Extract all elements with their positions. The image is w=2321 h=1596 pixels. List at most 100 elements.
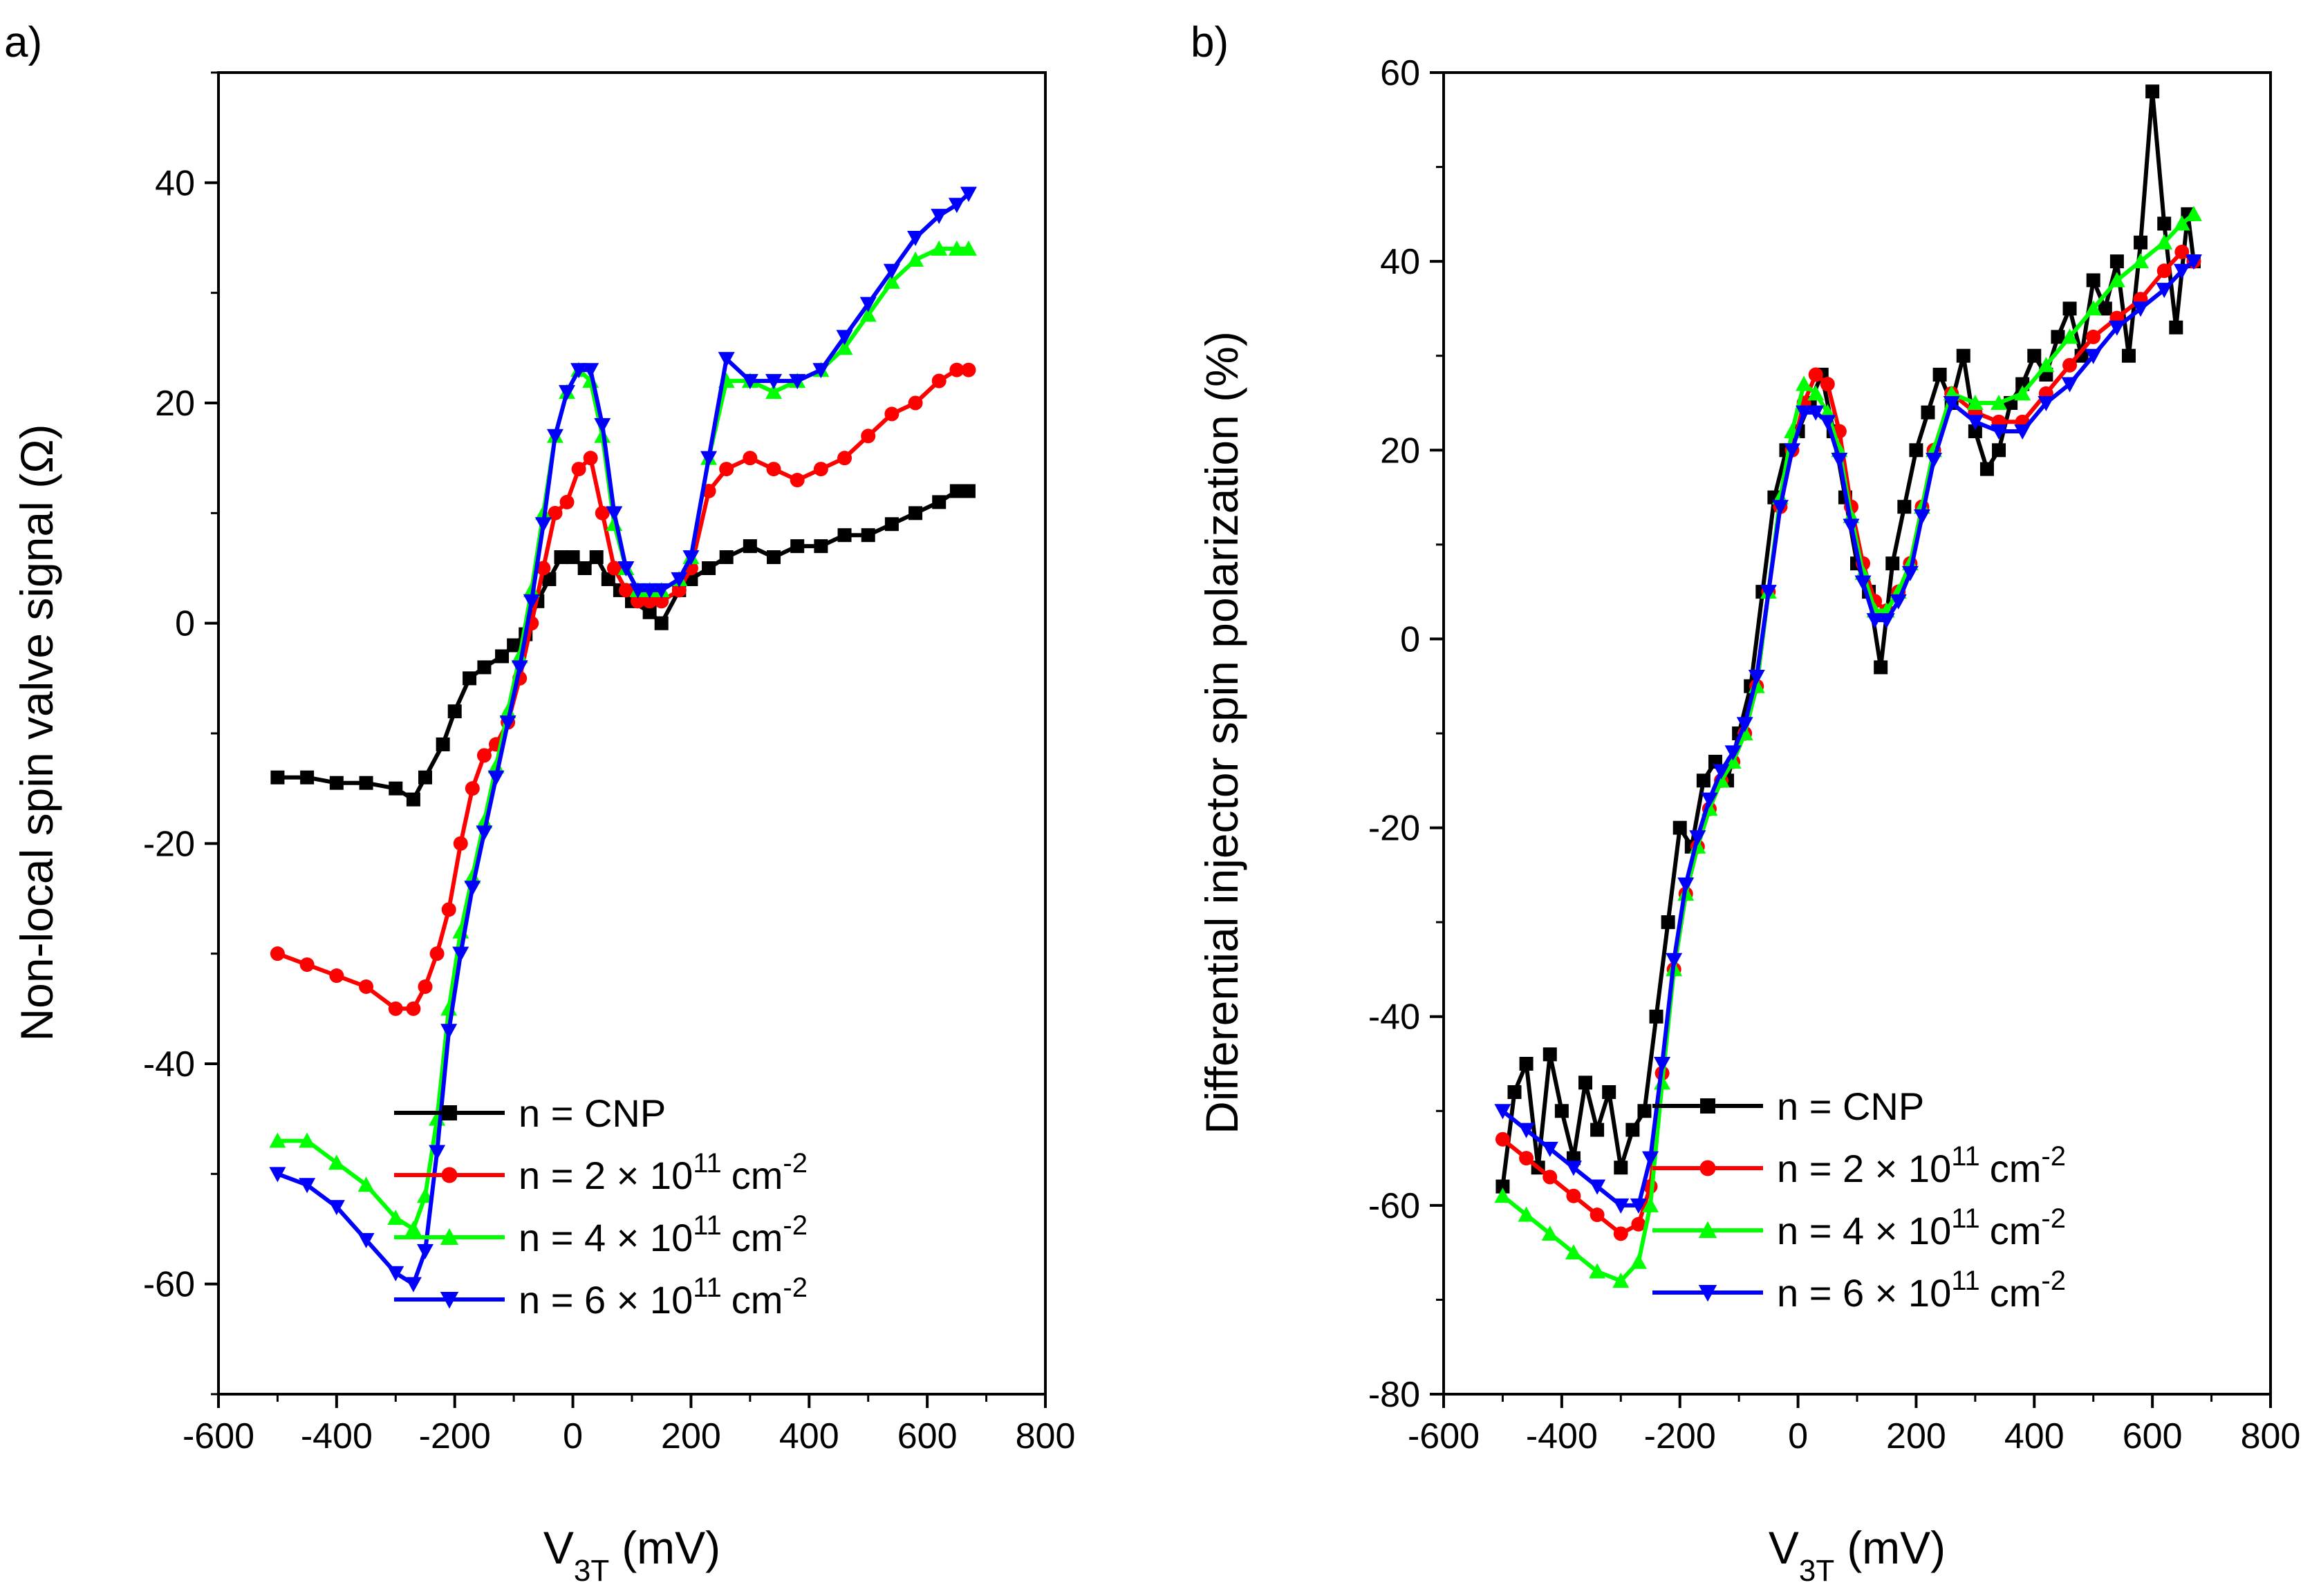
data-point <box>2185 205 2202 221</box>
data-point <box>1642 1151 1659 1167</box>
data-point <box>1696 773 1711 788</box>
x-tick-label: 0 <box>1788 1416 1808 1456</box>
data-point <box>671 583 687 598</box>
data-point <box>1541 1225 1558 1241</box>
legend-label: n = 6 × 1011 cm-2 <box>519 1273 808 1322</box>
data-point <box>1649 1009 1663 1024</box>
data-point <box>429 946 445 961</box>
data-point <box>682 550 700 566</box>
legend-label: n = 2 × 1011 cm-2 <box>1777 1141 2066 1190</box>
data-point <box>948 240 965 256</box>
data-point <box>299 1132 316 1148</box>
legend-entry-2: n = 2 × 1011 cm-2 <box>1652 1141 2066 1190</box>
data-point <box>2086 273 2100 288</box>
data-point <box>1565 1244 1582 1260</box>
legend-entry-4: n = 6 × 1011 cm-2 <box>394 1273 808 1322</box>
data-point <box>487 770 505 786</box>
data-point <box>1808 367 1823 382</box>
y-tick-label: 0 <box>1400 619 1420 659</box>
legend-marker <box>441 1167 458 1183</box>
data-point <box>1677 877 1695 893</box>
y-tick-label: -40 <box>1368 997 1420 1038</box>
data-point <box>931 209 948 225</box>
data-point <box>884 517 899 532</box>
panel-a-xlabel: V3T (mV) <box>543 1522 720 1588</box>
data-point <box>548 505 563 520</box>
data-point <box>1612 1198 1630 1214</box>
data-point <box>601 572 615 586</box>
x-tick-label: -200 <box>419 1416 491 1456</box>
data-point <box>2038 357 2055 373</box>
data-point <box>932 495 947 509</box>
data-point <box>418 770 432 785</box>
data-point <box>447 704 462 719</box>
y-tick-label: 40 <box>155 163 195 203</box>
data-point <box>329 968 344 984</box>
data-point <box>436 737 450 751</box>
data-point <box>1909 443 1923 458</box>
data-point <box>642 594 658 609</box>
data-point <box>2157 216 2172 231</box>
data-point <box>1494 1187 1511 1203</box>
data-point <box>1542 1170 1558 1185</box>
legend-label: n = 6 × 1011 cm-2 <box>1777 1266 2066 1315</box>
legend-label: n = 4 × 1011 cm-2 <box>519 1210 808 1259</box>
data-point <box>1866 613 1883 629</box>
data-point <box>387 1210 404 1226</box>
data-point <box>1637 1104 1652 1118</box>
data-point <box>2108 272 2125 288</box>
data-point <box>1666 952 1683 968</box>
series-1 <box>270 484 976 807</box>
data-point <box>1578 1076 1593 1090</box>
data-point <box>418 979 433 994</box>
y-tick-label: -20 <box>143 824 195 864</box>
data-point <box>1614 1161 1628 1175</box>
data-point <box>884 406 899 422</box>
y-tick-label: -60 <box>1368 1186 1420 1226</box>
data-point <box>1495 1179 1510 1194</box>
data-point <box>299 957 315 973</box>
data-point <box>1771 500 1789 516</box>
data-point <box>476 748 492 763</box>
x-tick-label: 800 <box>1016 1416 1076 1456</box>
data-point <box>961 484 976 498</box>
data-point <box>766 462 781 477</box>
data-point <box>718 352 735 368</box>
data-point <box>2014 424 2031 440</box>
data-point <box>1495 1132 1510 1147</box>
data-point <box>463 671 477 686</box>
x-tick-label: -200 <box>1644 1416 1716 1456</box>
legend-entry-1: n = CNP <box>394 1091 666 1135</box>
data-point <box>719 550 734 565</box>
data-point <box>1979 462 1994 476</box>
panel-b-axes: -600 -400 -200 0 200 400 600 800-80-60-40-20020… <box>1368 53 2301 1456</box>
data-point <box>1630 1198 1647 1214</box>
data-point <box>387 1266 404 1282</box>
data-point <box>641 583 658 599</box>
panel-b-ylabel: Differential injector spin polarization … <box>1196 331 1247 1134</box>
data-point <box>949 362 964 377</box>
panel-b-xlabel-sub: 3T <box>1799 1554 1834 1588</box>
data-point <box>702 561 716 575</box>
data-point <box>388 1001 403 1016</box>
data-point <box>357 1232 375 1248</box>
data-point <box>546 429 563 444</box>
data-point <box>559 385 576 401</box>
data-point <box>329 776 344 790</box>
series-line <box>277 246 969 1231</box>
data-point <box>2156 283 2173 299</box>
data-point <box>671 572 688 588</box>
legend-marker <box>442 1105 457 1120</box>
data-point <box>2156 234 2173 250</box>
series-4 <box>269 187 977 1293</box>
data-point <box>583 451 598 466</box>
data-point <box>741 374 758 390</box>
data-point <box>1991 424 2008 440</box>
data-point <box>1518 1123 1535 1138</box>
data-point <box>642 605 657 619</box>
x-tick-label: 600 <box>897 1416 958 1456</box>
data-point <box>507 638 521 653</box>
data-point <box>595 505 610 520</box>
